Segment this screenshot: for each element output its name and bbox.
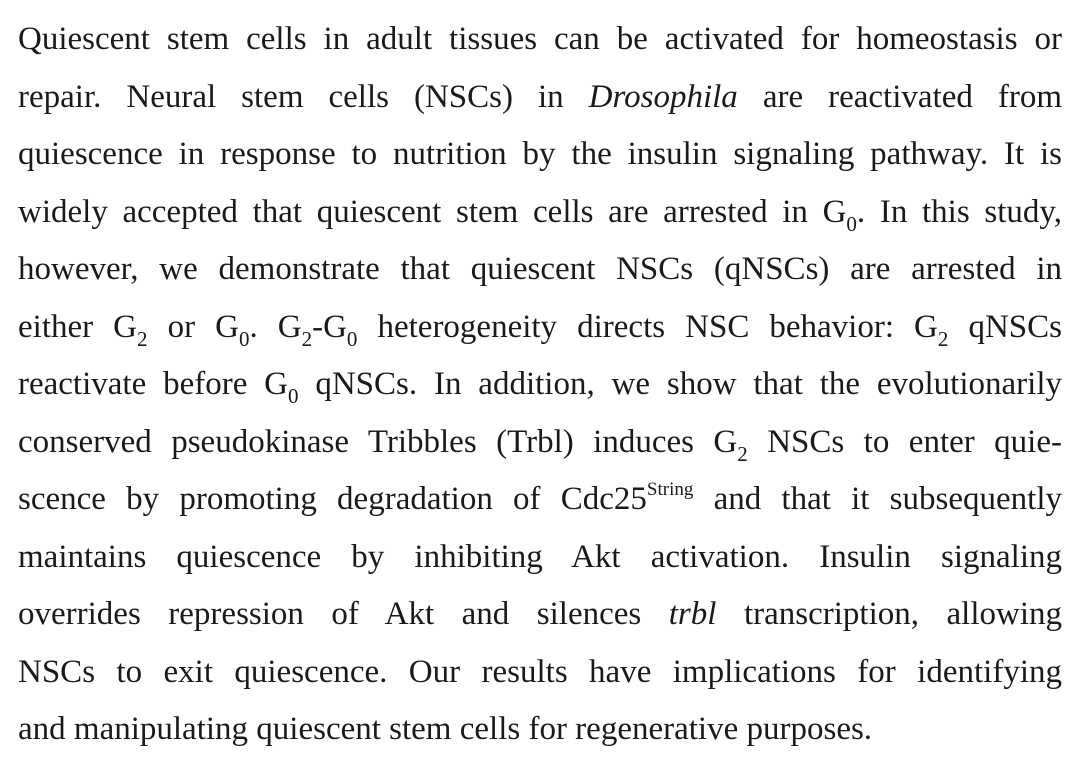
text-line: repair. Neural stem cells (NSCs) in Dros… — [18, 69, 1062, 127]
abstract-paragraph: Quiescent stem cells in adult tissues ca… — [18, 11, 1062, 759]
text-line: overrides repression of Akt and silences… — [18, 586, 1062, 644]
superscript: String — [646, 479, 694, 500]
text-line: maintains quiescence by inhibiting Akt a… — [18, 529, 1062, 587]
text-segment: conserved pseudokinase Tribbles (Trbl) i… — [18, 423, 738, 460]
text-line: scence by promoting degradation of Cdc25… — [18, 471, 1062, 529]
text-segment: qNSCs. In addition, we show that the evo… — [298, 366, 1062, 402]
text-line: and manipulating quiescent stem cells fo… — [18, 701, 1062, 759]
text-segment: NSCs to enter quie- — [747, 423, 1062, 460]
text-segment: . G — [249, 308, 302, 345]
text-segment: repair. Neural stem cells (NSCs) in — [18, 78, 589, 115]
text-segment: qNSCs — [948, 308, 1062, 345]
subscript: 2 — [737, 441, 748, 466]
text-line: either G2 or G0. G2-G0 heterogeneity dir… — [18, 299, 1062, 357]
text-line: reactivate before G0 qNSCs. In addition,… — [18, 356, 1062, 414]
text-segment: -G — [312, 308, 347, 345]
subscript: 0 — [238, 326, 250, 351]
text-segment: NSCs to exit quiescence. Our results hav… — [18, 653, 1062, 690]
italic-term: Drosophila — [588, 78, 738, 115]
text-segment: are reactivated from — [737, 78, 1062, 115]
subscript: 0 — [288, 384, 299, 408]
text-segment: Quiescent stem cells in adult tissues ca… — [18, 21, 1062, 57]
text-line: NSCs to exit quiescence. Our results hav… — [18, 644, 1062, 702]
text-segment: scence by promoting degradation of Cdc25 — [18, 481, 647, 517]
subscript: 0 — [846, 211, 857, 236]
text-segment: . In this study, — [856, 193, 1062, 230]
text-segment: quiescence in response to nutrition by t… — [18, 136, 1062, 172]
text-segment: and manipulating quiescent stem cells fo… — [18, 711, 873, 747]
subscript: 2 — [137, 326, 148, 351]
text-segment: transcription, allowing — [716, 596, 1062, 632]
text-segment: either G — [18, 308, 138, 345]
subscript: 2 — [937, 326, 949, 351]
text-line: Quiescent stem cells in adult tissues ca… — [18, 11, 1062, 69]
subscript: 0 — [346, 326, 358, 351]
text-segment: heterogeneity directs NSC behavior: G — [357, 308, 938, 345]
text-line: quiescence in response to nutrition by t… — [18, 126, 1062, 184]
text-line: conserved pseudokinase Tribbles (Trbl) i… — [18, 414, 1062, 472]
subscript: 2 — [301, 326, 313, 351]
text-segment: widely accepted that quiescent stem cell… — [18, 193, 847, 230]
text-segment: maintains quiescence by inhibiting Akt a… — [18, 538, 1062, 575]
text-segment: and that it subsequently — [693, 481, 1062, 517]
text-line: widely accepted that quiescent stem cell… — [18, 184, 1062, 242]
text-segment: reactivate before G — [18, 366, 289, 402]
text-segment: overrides repression of Akt and silences — [18, 596, 669, 632]
text-segment: or G — [147, 308, 239, 345]
text-segment: however, we demonstrate that quiescent N… — [18, 251, 1062, 287]
text-line: however, we demonstrate that quiescent N… — [18, 241, 1062, 299]
italic-term: trbl — [668, 596, 717, 632]
